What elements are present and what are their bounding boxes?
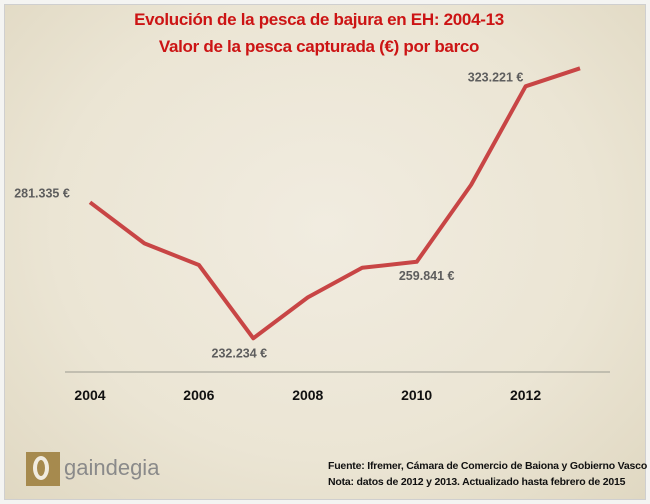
chart-background: [4, 4, 646, 500]
x-tick-label: 2012: [510, 387, 541, 403]
note-text: Nota: datos de 2012 y 2013. Actualizado …: [328, 476, 626, 488]
data-label: 259.841 €: [399, 269, 455, 283]
source-text: Fuente: Ifremer, Cámara de Comercio de B…: [328, 460, 648, 472]
data-label: 323.221 €: [468, 70, 524, 84]
data-label: 281.335 €: [14, 186, 70, 200]
x-tick-label: 2008: [292, 387, 323, 403]
gaindegia-logo: [26, 452, 60, 486]
data-label: 232.234 €: [212, 346, 268, 360]
logo-text: gaindegia: [64, 455, 160, 480]
series-line: [88, 66, 581, 341]
x-tick-label: 2004: [74, 387, 105, 403]
chart-title: Evolución de la pesca de bajura en EH: 2…: [134, 10, 504, 29]
chart-subtitle: Valor de la pesca capturada (€) por barc…: [158, 37, 480, 56]
x-tick-label: 2010: [401, 387, 432, 403]
x-tick-label: 2006: [183, 387, 214, 403]
